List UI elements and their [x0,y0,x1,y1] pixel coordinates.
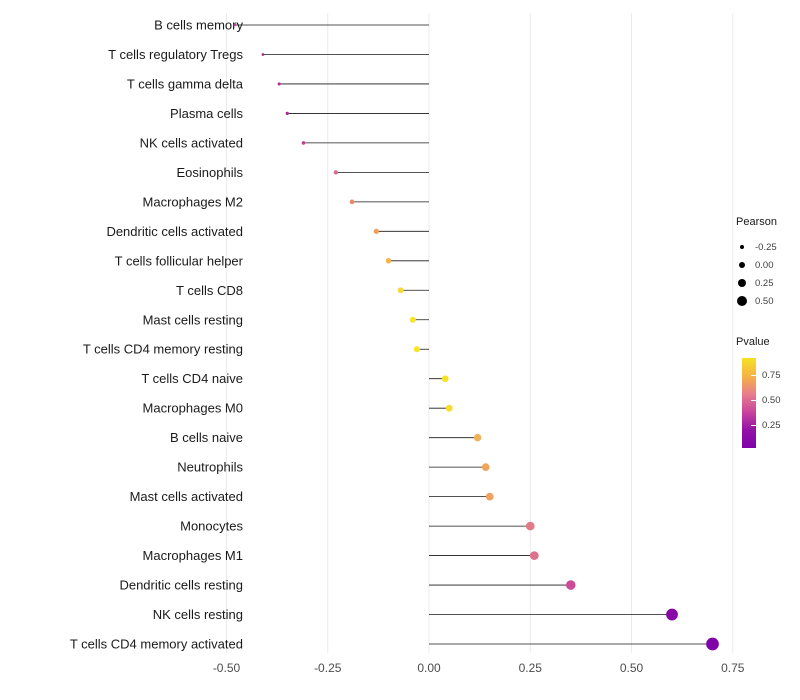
lollipop-dot [565,580,576,590]
lollipop-dot [445,404,453,412]
pearson-size-label: 0.00 [755,259,774,271]
pvalue-tick-notch [751,400,756,401]
y-axis-label: T cells gamma delta [127,76,244,91]
lollipop-dot [485,492,494,501]
y-axis-label: NK cells resting [153,607,243,622]
pearson-size-label: 0.50 [755,295,774,307]
pvalue-color-legend: Pvalue 0.75 0.50 0.25 [736,336,800,448]
pvalue-tick-label: 0.75 [762,370,781,381]
lollipop-dot [261,53,265,56]
y-axis-label: NK cells activated [140,135,243,150]
pearson-legend-item: 0.25 [736,274,798,292]
y-axis-label: Monocytes [180,519,243,534]
pearson-size-label: -0.25 [755,241,777,253]
lollipop-dot [349,199,355,205]
lollipop-dot [301,141,306,145]
pearson-size-dot [737,278,747,288]
pvalue-tick-notch [751,375,756,376]
lollipop-dot [233,23,236,27]
pearson-size-label: 0.25 [755,277,774,289]
x-axis-tick-label: 0.75 [721,661,745,675]
lollipop-dot [473,433,482,442]
pvalue-gradient-wrap: 0.75 0.50 0.25 [736,358,800,448]
y-axis-label: Plasma cells [170,106,243,121]
y-axis-label: T cells follicular helper [115,253,244,268]
y-axis-label: T cells regulatory Tregs [108,47,243,62]
pearson-legend-item: 0.00 [736,256,798,274]
y-axis-label: Macrophages M1 [143,548,243,563]
y-axis-label: T cells CD8 [176,283,243,298]
y-axis-label: T cells CD4 naive [141,371,243,386]
lollipop-dot [413,346,420,353]
pearson-size-dot [738,261,746,269]
x-axis-tick-label: -0.50 [213,661,241,675]
pearson-legend-title: Pearson [736,216,777,228]
y-axis-label: Dendritic cells resting [119,578,243,593]
y-axis-label: Macrophages M2 [143,194,243,209]
lollipop-dot [409,316,416,323]
lollipop-dot [666,608,678,621]
lollipop-dot [525,521,535,531]
lollipop-dot [706,637,719,651]
pvalue-tick-notch [751,425,756,426]
y-axis-label: Macrophages M0 [143,401,243,416]
lollipop-dot [441,375,449,383]
lollipop-dot [285,111,289,116]
y-axis-label: B cells naive [170,430,243,445]
pvalue-legend-title: Pvalue [736,336,770,348]
y-axis-label: T cells CD4 memory resting [83,342,243,357]
pearson-size-legend: Pearson -0.25 0.00 0.25 0.50 [736,216,798,310]
x-axis-tick-label: 0.00 [417,661,441,675]
y-axis-label: Dendritic cells activated [106,224,243,239]
x-axis-tick-label: -0.25 [314,661,342,675]
pearson-size-dot [739,244,745,250]
y-axis-label: Mast cells resting [143,312,243,327]
x-axis-tick-label: 0.50 [620,661,644,675]
pearson-legend-item: -0.25 [736,238,798,256]
pvalue-tick-label: 0.25 [762,420,781,431]
lollipop-dot [385,258,392,264]
pvalue-tick-label: 0.50 [762,395,781,406]
lollipop-dot [333,170,339,175]
lollipop-dot [481,463,490,471]
pearson-size-dot [736,295,748,307]
lollipop-dot [529,551,539,560]
y-axis-label: B cells memory [154,18,243,33]
lollipop-dot [397,287,404,294]
x-axis-tick-label: 0.25 [519,661,543,675]
y-axis-label: Eosinophils [177,165,244,180]
lollipop-dot [373,228,379,234]
pvalue-gradient-bar [742,358,756,448]
y-axis-label: Mast cells activated [130,489,243,504]
y-axis-label: Neutrophils [177,460,243,475]
lollipop-dot [277,82,281,86]
y-axis-label: T cells CD4 memory activated [70,636,243,651]
pearson-legend-item: 0.50 [736,292,798,310]
